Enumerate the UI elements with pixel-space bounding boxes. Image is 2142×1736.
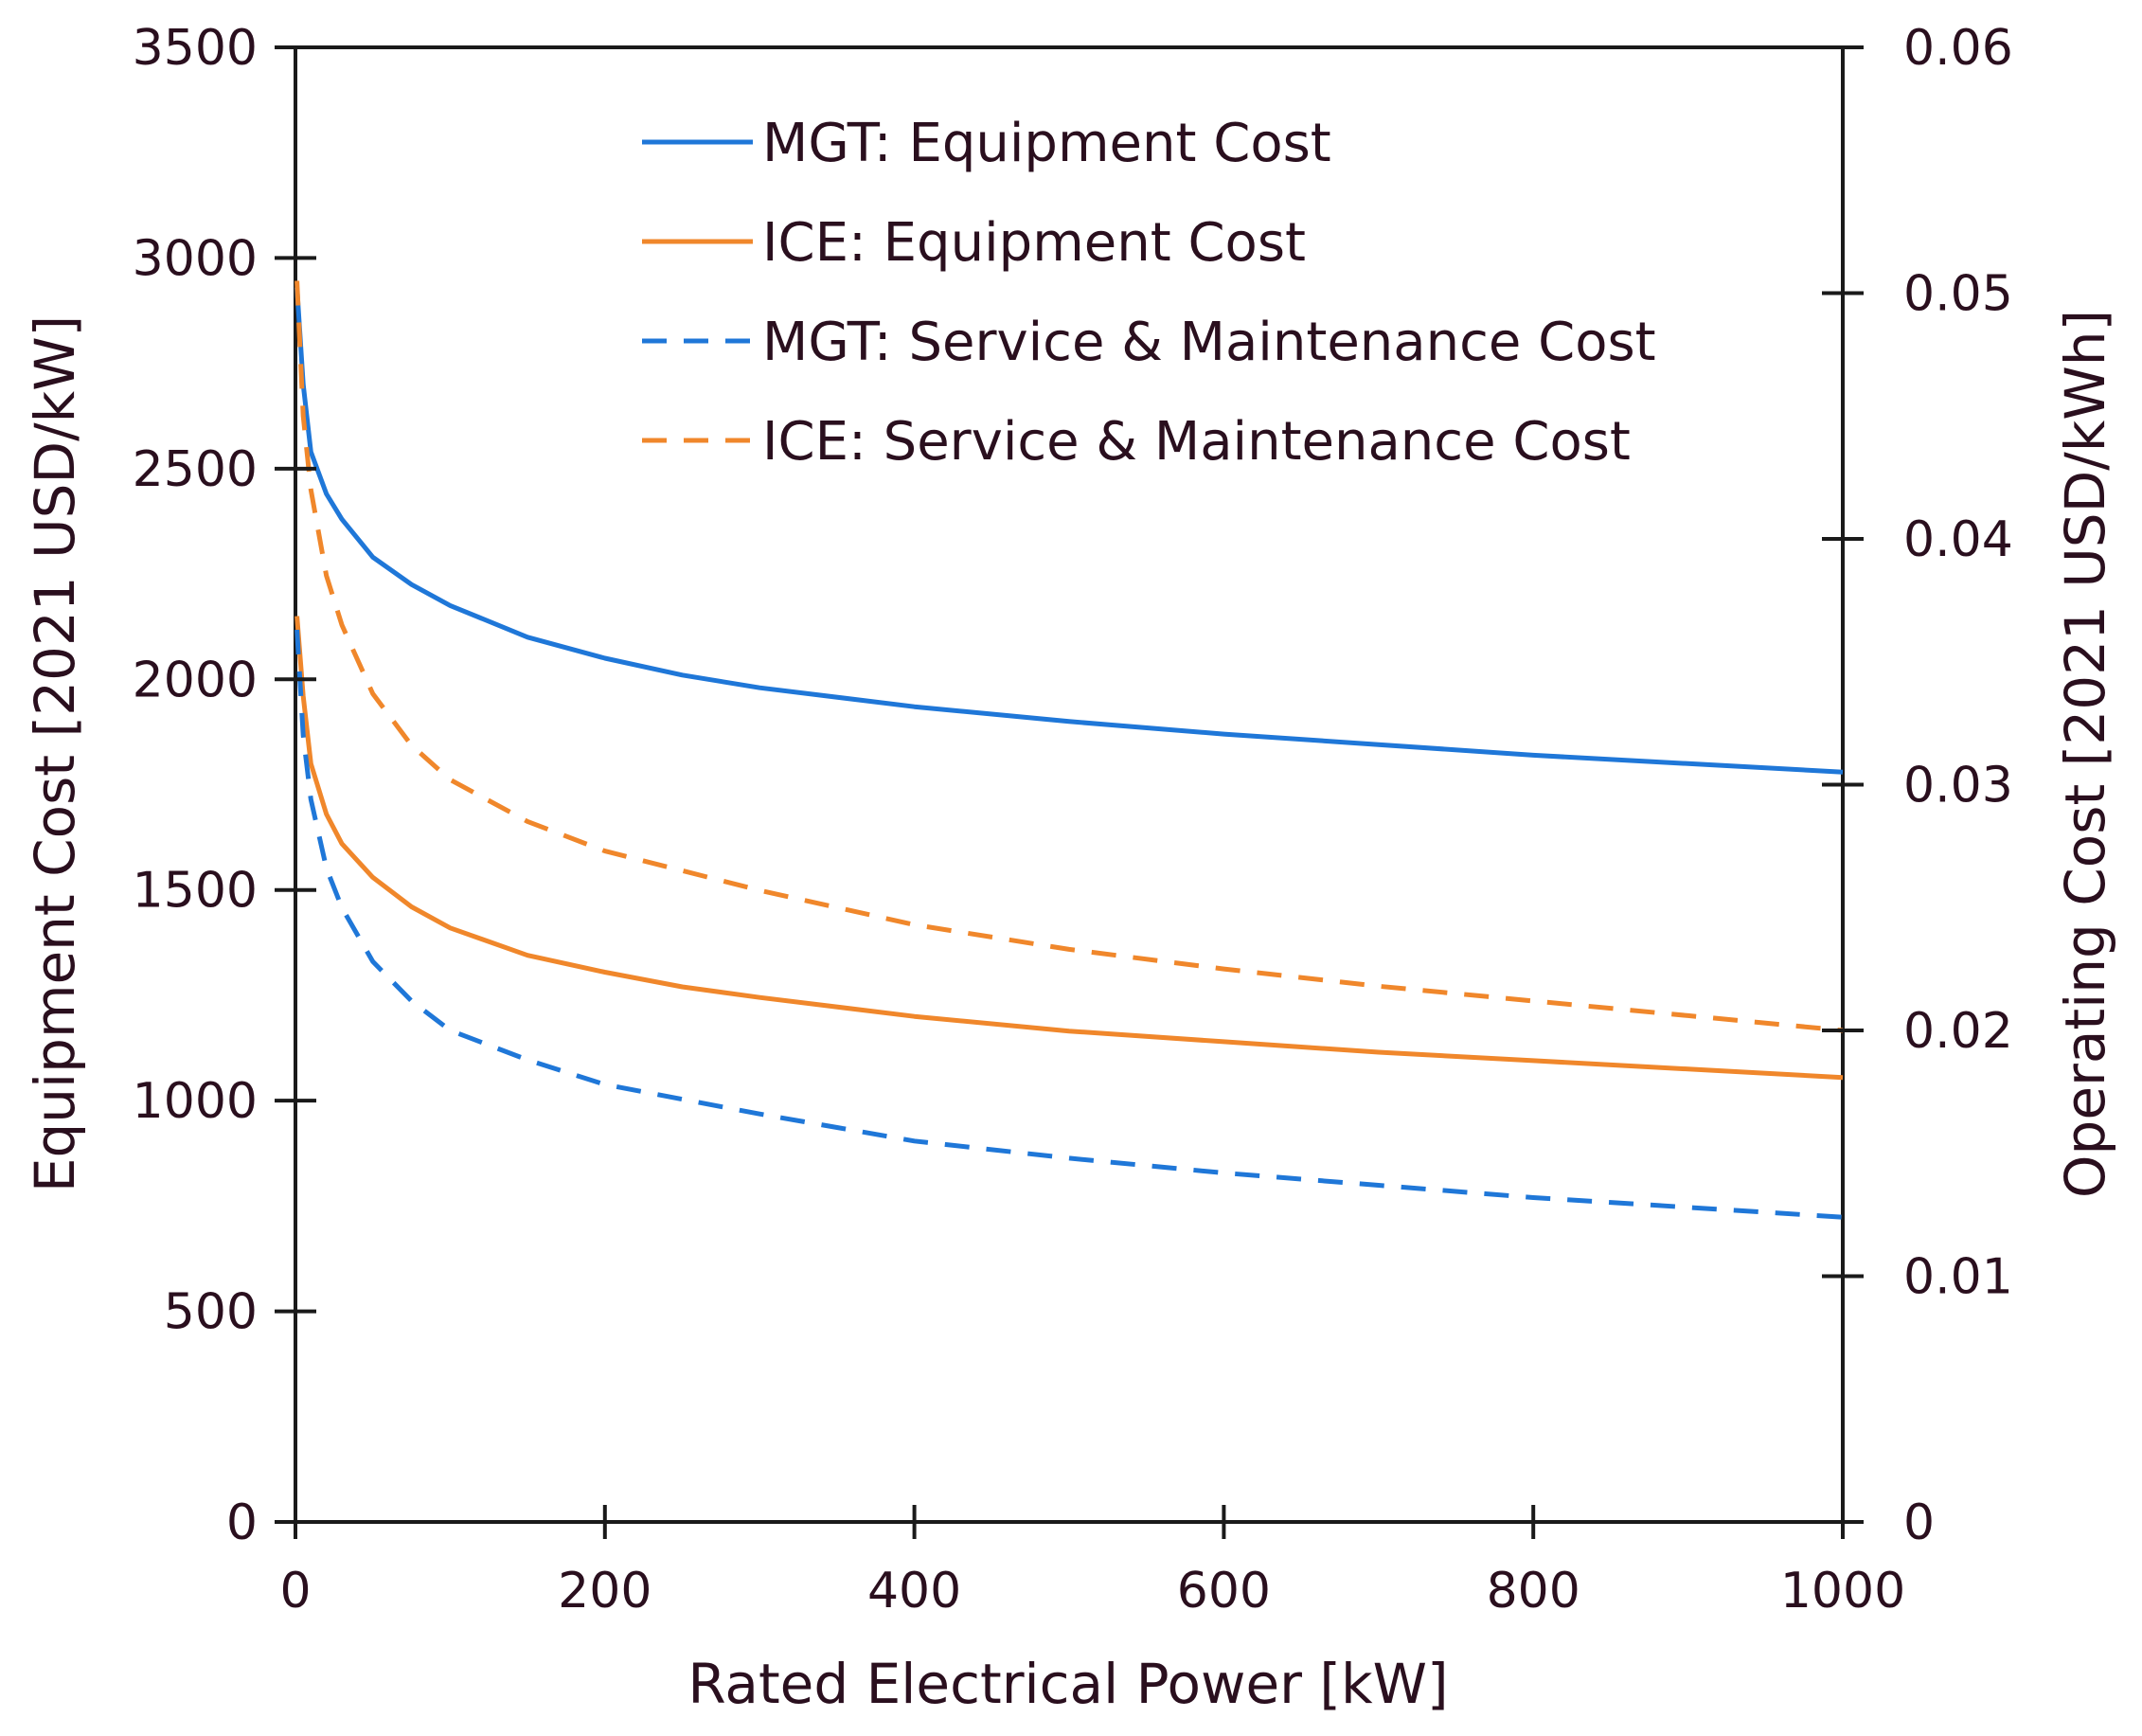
y-right-tick-label: 0.05 (1903, 266, 2013, 323)
x-tick-label: 0 (279, 1563, 311, 1620)
y-axis-right-title: Operating Cost [2021 USD/kWh] (2053, 310, 2117, 1198)
x-tick-label: 600 (1177, 1563, 1271, 1620)
series-line-1 (295, 287, 1844, 775)
y-right-tick-label: 0.02 (1903, 1003, 2013, 1060)
y-right-tick-label: 0 (1903, 1494, 1935, 1551)
y-right-tick-label: 0.06 (1903, 20, 2013, 77)
y-left-tick-label: 0 (226, 1494, 258, 1551)
ticks-layer: 0 200 400 600 800 1000 0 500 1000 1500 2000 2500 300… (133, 20, 2013, 1620)
series-line-2 (295, 616, 1844, 1081)
y-left-tick-label: 2500 (133, 441, 258, 498)
legend-label-2: ICE: Equipment Cost (762, 212, 1306, 274)
y-left-tick-label: 3500 (133, 20, 258, 77)
y-left-tick-label: 3000 (133, 230, 258, 287)
legend-label-3: MGT: Service & Maintenance Cost (762, 312, 1656, 373)
series-line-3 (295, 629, 1844, 1220)
y-axis-left-title: Equipment Cost [2021 USD/kW] (23, 315, 87, 1192)
series-layer (295, 280, 1844, 1220)
x-axis-title: Rated Electrical Power [kW] (687, 1652, 1448, 1716)
x-tick-label: 1000 (1780, 1563, 1905, 1620)
y-right-tick-label: 0.01 (1903, 1249, 2013, 1306)
legend: MGT: Equipment Cost ICE: Equipment Cost MG… (642, 113, 1656, 473)
y-left-tick-label: 2000 (133, 652, 258, 708)
series-line-4 (295, 280, 1844, 1033)
x-tick-label: 200 (558, 1563, 652, 1620)
y-left-tick-label: 1000 (133, 1073, 258, 1130)
legend-label-1: MGT: Equipment Cost (762, 113, 1331, 174)
y-right-tick-label: 0.03 (1903, 758, 2013, 814)
x-tick-label: 800 (1487, 1563, 1580, 1620)
x-tick-label: 400 (867, 1563, 961, 1620)
y-left-tick-label: 1500 (133, 863, 258, 920)
legend-label-4: ICE: Service & Maintenance Cost (762, 411, 1631, 473)
y-left-tick-label: 500 (164, 1284, 258, 1341)
y-right-tick-label: 0.04 (1903, 511, 2013, 568)
